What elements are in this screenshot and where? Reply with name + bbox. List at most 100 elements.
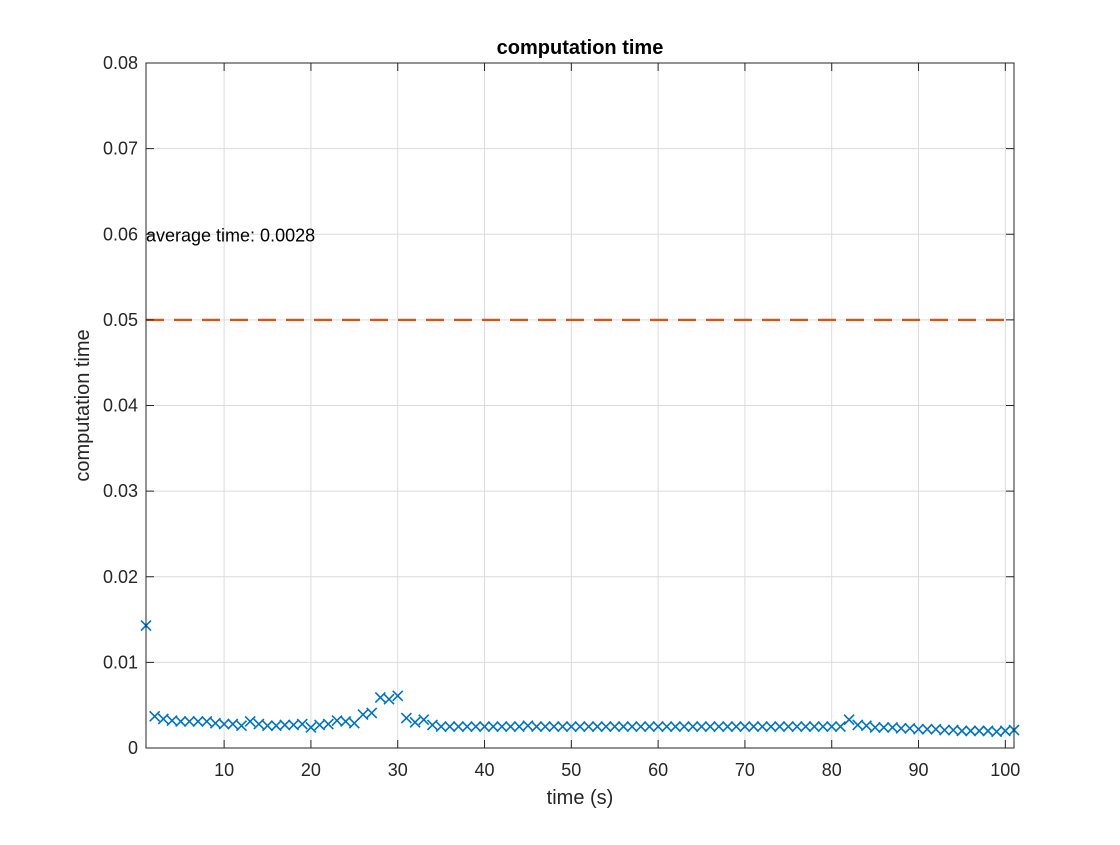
data-point: [487, 721, 499, 733]
data-point-stroke: [244, 715, 256, 728]
data-point: [392, 690, 404, 702]
data-point-stroke: [227, 718, 239, 730]
data-point-stroke: [800, 721, 812, 733]
data-point-stroke: [201, 715, 213, 728]
data-point-stroke: [782, 721, 794, 733]
data-point-stroke: [886, 721, 899, 734]
data-point: [695, 721, 708, 733]
data-point: [765, 721, 777, 733]
data-point: [478, 721, 491, 733]
data-point-stroke: [965, 725, 977, 737]
data-point-stroke: [713, 721, 725, 733]
chart-title: computation time: [497, 37, 664, 59]
data-point-stroke: [452, 721, 465, 733]
data-point-stroke: [531, 721, 543, 733]
data-point: [209, 717, 222, 729]
data-point-stroke: [791, 721, 803, 733]
data-point: [930, 723, 942, 735]
x-tick-label: 40: [475, 760, 495, 780]
data-point-stroke: [548, 721, 560, 733]
data-point-stroke: [956, 725, 968, 737]
data-point: [218, 718, 230, 730]
data-point: [522, 720, 534, 732]
data-point: [366, 707, 378, 719]
y-tick-label: 0.07: [103, 139, 138, 159]
data-point: [192, 715, 204, 728]
data-point: [921, 723, 933, 735]
data-point: [669, 721, 682, 733]
data-point-stroke: [982, 725, 994, 737]
y-axis-label: computation time: [72, 329, 94, 481]
x-tick-label: 90: [909, 760, 929, 780]
data-point-stroke: [305, 721, 317, 734]
data-point: [591, 721, 603, 733]
data-point: [661, 721, 673, 733]
data-point: [704, 721, 716, 733]
data-point-stroke: [496, 721, 508, 733]
data-point-stroke: [695, 721, 708, 733]
data-point-stroke: [852, 719, 864, 731]
data-point-stroke: [392, 690, 404, 702]
data-point-stroke: [704, 721, 716, 733]
y-tick-label: 0.01: [103, 652, 138, 672]
data-point: [452, 721, 465, 733]
data-point-stroke: [826, 721, 838, 733]
data-point: [956, 725, 968, 737]
data-point-stroke: [426, 719, 439, 731]
data-point: [617, 721, 629, 733]
data-point: [227, 718, 239, 730]
data-point-stroke: [938, 724, 951, 736]
data-point: [800, 721, 812, 733]
data-point: [279, 719, 291, 731]
data-point-stroke: [643, 721, 656, 733]
data-point: [965, 725, 977, 737]
data-point-stroke: [765, 721, 777, 733]
data-point: [982, 725, 994, 737]
data-point-stroke: [652, 721, 664, 733]
data-point: [261, 720, 274, 732]
x-tick-label: 50: [561, 760, 581, 780]
data-point-stroke: [279, 719, 291, 731]
tick-layer: 10 20 30 40 50 60 70 80 90 100 0 0.01 0.02 0.03 0.04 0.…: [103, 53, 1020, 780]
data-point: [886, 721, 899, 734]
data-point-stroke: [348, 717, 360, 729]
data-point-stroke: [435, 721, 447, 733]
data-point-stroke: [470, 721, 482, 733]
average-time-annotation: average time: 0.0028: [146, 225, 315, 245]
marker-layer: [140, 619, 1020, 738]
data-point: [721, 721, 734, 733]
data-point: [244, 715, 256, 728]
data-point: [860, 720, 873, 732]
data-point-stroke: [504, 721, 517, 733]
data-point: [305, 721, 317, 734]
data-point: [357, 709, 369, 721]
data-point-stroke: [331, 715, 343, 727]
data-point-stroke: [409, 716, 421, 728]
data-point: [904, 722, 916, 734]
data-point-stroke: [999, 725, 1011, 737]
data-point-stroke: [314, 719, 326, 731]
data-point: [808, 721, 820, 733]
data-point-stroke: [209, 717, 222, 729]
data-point: [270, 720, 282, 732]
data-point: [774, 721, 786, 733]
data-point-stroke: [166, 715, 178, 727]
data-point: [287, 719, 300, 731]
data-point: [557, 721, 569, 733]
data-point-stroke: [461, 721, 473, 733]
data-point-stroke: [374, 691, 386, 704]
data-point-stroke: [843, 714, 855, 726]
data-point-stroke: [149, 710, 161, 722]
data-point: [938, 724, 951, 736]
data-point: [418, 714, 430, 726]
data-point-stroke: [366, 707, 378, 719]
data-point-stroke: [253, 718, 265, 730]
data-point: [461, 721, 473, 733]
data-point-stroke: [513, 721, 525, 733]
y-tick-label: 0.08: [103, 53, 138, 73]
data-point-stroke: [904, 722, 916, 734]
data-point-stroke: [218, 718, 230, 730]
data-point-stroke: [739, 721, 751, 733]
